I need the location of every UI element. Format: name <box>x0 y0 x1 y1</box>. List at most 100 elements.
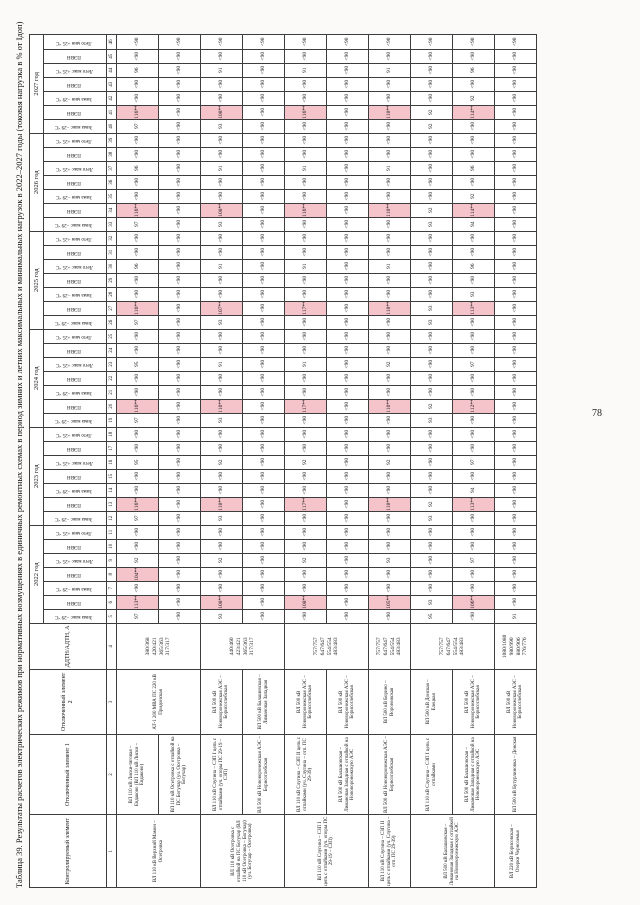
load-value-cell: <90 <box>452 343 495 358</box>
load-value-cell: <90 <box>242 161 285 176</box>
load-value-cell: <90 <box>284 119 327 134</box>
load-value-cell: <90 <box>242 259 285 274</box>
load-value-cell: <90 <box>158 385 201 400</box>
load-value-cell: 116** <box>116 105 159 120</box>
load-value-cell: <90 <box>158 595 201 610</box>
load-value-cell: <90 <box>326 245 369 260</box>
season-header-label: ПЭВН <box>67 208 81 214</box>
load-value-cell: <90 <box>242 91 285 106</box>
load-value-cell: <90 <box>284 469 327 484</box>
load-value-cell: <90 <box>200 49 243 64</box>
load-value-cell: <90 <box>200 343 243 358</box>
column-number: 35 <box>106 189 117 204</box>
column-number: 26 <box>106 315 117 330</box>
load-value-cell: <90 <box>158 399 201 414</box>
load-value-cell: <90 <box>158 343 201 358</box>
load-value-cell: <90 <box>494 343 537 358</box>
year-header-2022: 2022 год <box>29 525 44 624</box>
load-value-cell: 92 <box>116 553 159 568</box>
load-value-cell: <90 <box>410 77 453 92</box>
load-value-cell: 92 <box>410 105 453 120</box>
load-value-cell: <90 <box>452 385 495 400</box>
load-value-cell: <90 <box>284 581 327 596</box>
load-value-cell: <90 <box>326 203 369 218</box>
load-value-cell: 117** <box>284 497 327 512</box>
disconnected-element-2-cell: ВЛ 500 кВ Нововоронежская АЭС – Борисогл… <box>452 669 495 735</box>
load-value-cell: <90 <box>494 581 537 596</box>
load-value-cell: <90 <box>242 49 285 64</box>
load-value-cell: <90 <box>158 301 201 316</box>
load-value-cell: 110** <box>368 399 411 414</box>
load-value-cell: <90 <box>200 539 243 554</box>
load-value-cell: <90 <box>116 175 159 190</box>
load-value-cell: <90 <box>284 609 327 624</box>
table-row: ВЛ 110 кВ Осетровка с отпайкой на ПС Бог… <box>158 34 201 888</box>
table-row: ВЛ 500 кВ Балашовская – Лимановая Западн… <box>452 34 495 888</box>
load-value-cell: <90 <box>242 315 285 330</box>
column-number: 30 <box>106 259 117 274</box>
season-header-label: ПЭВН <box>67 474 81 480</box>
load-value-cell: 91 <box>368 63 411 78</box>
load-value-cell: 110** <box>368 105 411 120</box>
season-header-label: ПЭВН <box>67 572 81 578</box>
load-value-cell: <90 <box>368 525 411 540</box>
season-header-label: Лето макс +25 °С <box>55 558 93 564</box>
season-header-label: Зима макс −29 °С <box>55 320 93 326</box>
load-value-cell: <90 <box>242 483 285 498</box>
disconnected-element-1-cell: ВЛ 500 кВ Нововоронежская АЭС – Борисогл… <box>242 734 285 815</box>
load-value-cell: <90 <box>158 483 201 498</box>
season-header-label: ПЭВН <box>67 54 81 60</box>
season-header-y2025-c5: Лето макс +25 °С <box>43 259 107 274</box>
season-header-label: ПЭВН <box>67 404 81 410</box>
load-value-cell: <90 <box>284 273 327 288</box>
load-value-cell: <90 <box>368 343 411 358</box>
season-header-y2022-c1: Зима макс −29 °С <box>43 609 107 624</box>
load-value-cell: <90 <box>284 441 327 456</box>
load-value-cell: <90 <box>158 259 201 274</box>
rotated-table-container: Таблица 39. Результаты расчетов электрич… <box>14 16 626 888</box>
load-value-cell: <90 <box>452 231 495 246</box>
load-value-cell: <90 <box>494 301 537 316</box>
load-value-cell: <90 <box>326 595 369 610</box>
load-value-cell: <90 <box>368 609 411 624</box>
load-value-cell: <90 <box>368 371 411 386</box>
load-value-cell: <90 <box>368 231 411 246</box>
load-value-cell: <90 <box>116 427 159 442</box>
load-value-cell: <90 <box>158 245 201 260</box>
season-header-y2026-c3: Зима мин −29 °С <box>43 189 107 204</box>
load-value-cell: <90 <box>494 63 537 78</box>
disconnected-element-1-cell: ВЛ 110 кВ Слугина – СЗП I цепь с отпайка… <box>200 734 243 815</box>
load-value-cell: <90 <box>326 497 369 512</box>
load-value-cell: <90 <box>494 34 537 50</box>
column-number: 29 <box>106 273 117 288</box>
load-value-cell: 108** <box>200 595 243 610</box>
load-value-cell: <90 <box>326 427 369 442</box>
disconnected-element-1-cell: ВЛ 500 кВ Нововоронежская АЭС – Борисогл… <box>368 734 411 815</box>
load-value-cell: <90 <box>116 469 159 484</box>
column-number: 3 <box>106 669 117 735</box>
load-value-cell: <90 <box>326 399 369 414</box>
load-value-cell: <90 <box>410 581 453 596</box>
load-value-cell: <90 <box>452 371 495 386</box>
load-value-cell: <90 <box>158 567 201 582</box>
controlled-element-cell: ВЛ 110 кВ Слугина – СЗП II цепь с отпайк… <box>368 814 411 888</box>
load-value-cell: <90 <box>494 175 537 190</box>
load-value-cell: <90 <box>158 161 201 176</box>
load-value-cell: <90 <box>368 175 411 190</box>
load-value-cell: <90 <box>326 441 369 456</box>
load-value-cell: <90 <box>494 385 537 400</box>
load-value-cell: <90 <box>242 581 285 596</box>
season-header-label: Зима мин −29 °С <box>56 586 93 592</box>
load-value-cell: <90 <box>368 217 411 232</box>
season-header-y2027-c1: Зима макс −29 °С <box>43 119 107 134</box>
season-header-y2022-c5: Лето макс +25 °С <box>43 553 107 568</box>
load-value-cell: <90 <box>284 287 327 302</box>
table-row: ВЛ 110 кВ Осетровка с отпайкой на ПС Бог… <box>200 34 285 888</box>
load-value-cell: <90 <box>158 231 201 246</box>
load-value-cell: 91 <box>284 161 327 176</box>
season-header-label: Зима макс −29 °С <box>55 124 93 130</box>
controlled-element-cell: ВЛ 500 кВ Балашовская – Лимановая Западн… <box>410 814 495 888</box>
season-header-y2023-c6: ПЭВН <box>43 441 107 456</box>
load-value-cell: 93 <box>410 301 453 316</box>
load-value-cell: <90 <box>452 315 495 330</box>
